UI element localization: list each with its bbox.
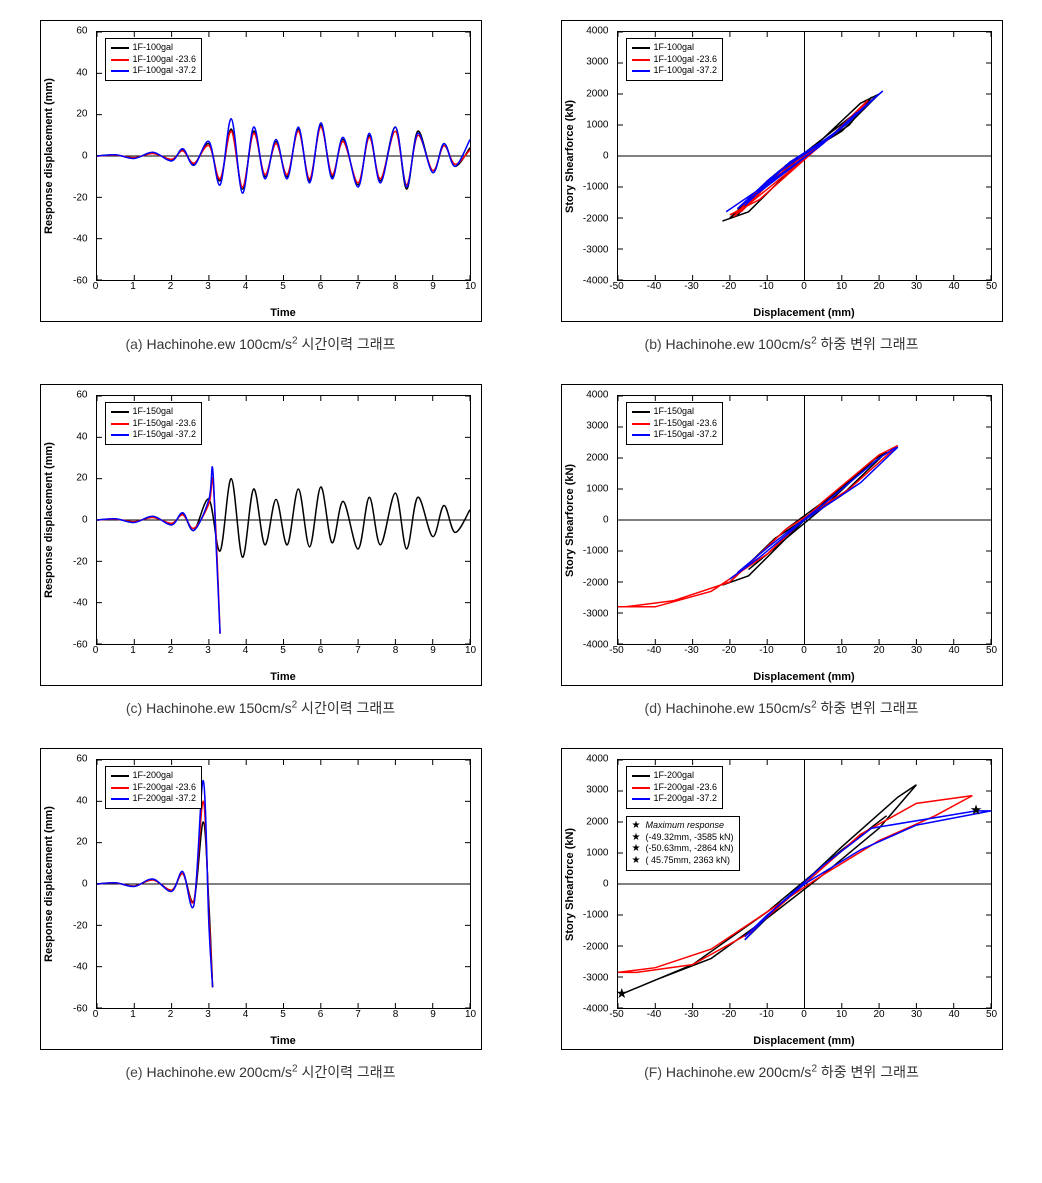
caption-f: (F) Hachinohe.ew 200cm/s2 하중 변위 그래프 [644, 1062, 919, 1082]
star-icon [632, 844, 642, 854]
legend-f: 1F-200gal1F-200gal -23.61F-200gal -37.2 [626, 766, 724, 809]
panel-c: Response displacement (mm) Time 1F-150ga… [20, 384, 501, 718]
caption-c: (c) Hachinohe.ew 150cm/s2 시간이력 그래프 [126, 698, 395, 718]
plot-area-a: 1F-100gal1F-100gal -23.61F-100gal -37.2 [96, 31, 471, 281]
x-axis-label: Displacement (mm) [617, 671, 992, 683]
plot-area-b: 1F-100gal1F-100gal -23.61F-100gal -37.2 [617, 31, 992, 281]
star-icon [632, 821, 642, 831]
x-axis-label: Displacement (mm) [617, 307, 992, 319]
x-axis-label: Time [96, 307, 471, 319]
caption-d: (d) Hachinohe.ew 150cm/s2 하중 변위 그래프 [645, 698, 919, 718]
chart-e: Response displacement (mm) Time 1F-200ga… [40, 748, 482, 1050]
plot-area-e: 1F-200gal1F-200gal -23.61F-200gal -37.2 [96, 759, 471, 1009]
x-axis-label: Time [96, 1035, 471, 1047]
chart-d: Story Shearforce (kN) Displacement (mm) … [561, 384, 1003, 686]
caption-b: (b) Hachinohe.ew 100cm/s2 하중 변위 그래프 [645, 334, 919, 354]
chart-f: Story Shearforce (kN) Displacement (mm) … [561, 748, 1003, 1050]
panel-b: Story Shearforce (kN) Displacement (mm) … [541, 20, 1022, 354]
legend-a: 1F-100gal1F-100gal -23.61F-100gal -37.2 [105, 38, 203, 81]
legend-c: 1F-150gal1F-150gal -23.61F-150gal -37.2 [105, 402, 203, 445]
chart-b: Story Shearforce (kN) Displacement (mm) … [561, 20, 1003, 322]
chart-c: Response displacement (mm) Time 1F-150ga… [40, 384, 482, 686]
panel-e: Response displacement (mm) Time 1F-200ga… [20, 748, 501, 1082]
figure-grid: Response displacement (mm) Time 1F-100ga… [20, 20, 1022, 1082]
legend-d: 1F-150gal1F-150gal -23.61F-150gal -37.2 [626, 402, 724, 445]
legend-e: 1F-200gal1F-200gal -23.61F-200gal -37.2 [105, 766, 203, 809]
chart-a: Response displacement (mm) Time 1F-100ga… [40, 20, 482, 322]
x-axis-label: Time [96, 671, 471, 683]
caption-a: (a) Hachinohe.ew 100cm/s2 시간이력 그래프 [125, 334, 395, 354]
max-response-legend: Maximum response (-49.32mm, -3585 kN) (-… [626, 816, 740, 871]
panel-a: Response displacement (mm) Time 1F-100ga… [20, 20, 501, 354]
star-icon [632, 833, 642, 843]
legend-b: 1F-100gal1F-100gal -23.61F-100gal -37.2 [626, 38, 724, 81]
svg-text:★: ★ [969, 802, 982, 818]
x-axis-label: Displacement (mm) [617, 1035, 992, 1047]
plot-area-d: 1F-150gal1F-150gal -23.61F-150gal -37.2 [617, 395, 992, 645]
panel-d: Story Shearforce (kN) Displacement (mm) … [541, 384, 1022, 718]
plot-area-c: 1F-150gal1F-150gal -23.61F-150gal -37.2 [96, 395, 471, 645]
plot-area-f: 1F-200gal1F-200gal -23.61F-200gal -37.2 … [617, 759, 992, 1009]
star-icon [632, 856, 642, 866]
svg-text:★: ★ [615, 985, 628, 1001]
panel-f: Story Shearforce (kN) Displacement (mm) … [541, 748, 1022, 1082]
caption-e: (e) Hachinohe.ew 200cm/s2 시간이력 그래프 [125, 1062, 395, 1082]
